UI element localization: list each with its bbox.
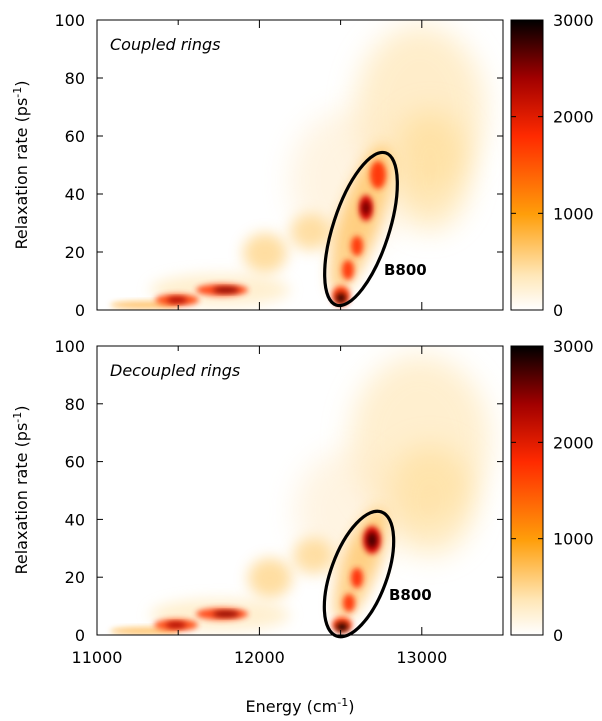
colorbar-tick-label: 1000 — [553, 204, 594, 223]
density-peak — [166, 622, 186, 628]
y-axis-label: Relaxation rate (ps-1) — [11, 80, 31, 249]
colorbar-top — [510, 19, 544, 311]
y-tick-label: 80 — [65, 69, 85, 88]
y-tick-label: 40 — [65, 510, 85, 529]
colorbar-ticks-bottom: 0 1000 2000 3000 — [511, 337, 594, 645]
plot-frame-bottom — [96, 345, 504, 636]
y-tick-label: 60 — [65, 127, 85, 146]
b800-label: B800 — [389, 586, 432, 604]
x-tick-label: 11000 — [72, 648, 123, 667]
density-peak — [213, 611, 239, 617]
colorbar-tick-label: 3000 — [553, 337, 594, 356]
x-axis-label: Energy (cm-1) — [246, 696, 355, 716]
axis-ticks-bottom: 0 20 40 60 80 100 — [54, 337, 504, 645]
y-tick-label: 0 — [75, 301, 85, 320]
panel-label: Coupled rings — [110, 35, 220, 54]
b800-label: B800 — [384, 261, 427, 279]
b800-ellipse — [323, 150, 399, 308]
density-peak — [336, 623, 348, 631]
density-peak — [367, 532, 377, 548]
density-blob — [390, 110, 470, 230]
colorbar-tick-label: 0 — [553, 626, 563, 645]
panel-label: Decoupled rings — [110, 361, 240, 380]
y-tick-label: 40 — [65, 185, 85, 204]
density-blob — [248, 558, 292, 598]
density-peak — [351, 236, 363, 256]
y-tick-label: 60 — [65, 453, 85, 472]
y-tick-label: 20 — [65, 243, 85, 262]
y-tick-label: 100 — [54, 11, 85, 30]
y-tick-label: 0 — [75, 626, 85, 645]
colorbar-bottom — [510, 345, 544, 636]
colorbar-tick-label: 3000 — [553, 11, 594, 30]
density-blob — [243, 233, 287, 273]
heatmap-bottom — [110, 355, 490, 635]
y-tick-label: 80 — [65, 395, 85, 414]
panel-top: B800 Coupled rings 0 20 40 60 80 100 Relaxati… — [11, 11, 594, 320]
density-peak — [336, 293, 346, 303]
colorbar-tick-label: 2000 — [553, 108, 594, 127]
y-tick-label: 20 — [65, 568, 85, 587]
colorbar-tick-label: 0 — [553, 301, 563, 320]
density-blob — [290, 214, 330, 250]
density-peak — [213, 287, 239, 293]
density-peak — [343, 594, 355, 612]
y-axis-label: Relaxation rate (ps-1) — [11, 405, 31, 574]
axis-ticks-top: 0 20 40 60 80 100 — [54, 11, 504, 320]
colorbar-tick-label: 2000 — [553, 433, 594, 452]
x-tick-label: 13000 — [396, 648, 447, 667]
density-blob — [385, 445, 475, 555]
colorbar-ticks-top: 0 1000 2000 3000 — [511, 11, 594, 320]
y-tick-label: 100 — [54, 337, 85, 356]
b800-ellipse — [322, 509, 396, 639]
density-blob — [293, 538, 333, 574]
x-tick-labels: 11000 12000 13000 — [72, 648, 448, 667]
density-peak — [342, 260, 354, 280]
density-peak — [167, 297, 187, 303]
density-peak — [351, 568, 363, 588]
density-peak — [370, 161, 386, 189]
colorbar-tick-label: 1000 — [553, 530, 594, 549]
plot-frame-top — [96, 19, 504, 311]
density-peak — [362, 201, 370, 215]
panel-bottom: B800 Decoupled rings 0 20 40 60 80 100 Relaxa… — [11, 337, 594, 645]
x-tick-label: 12000 — [234, 648, 285, 667]
